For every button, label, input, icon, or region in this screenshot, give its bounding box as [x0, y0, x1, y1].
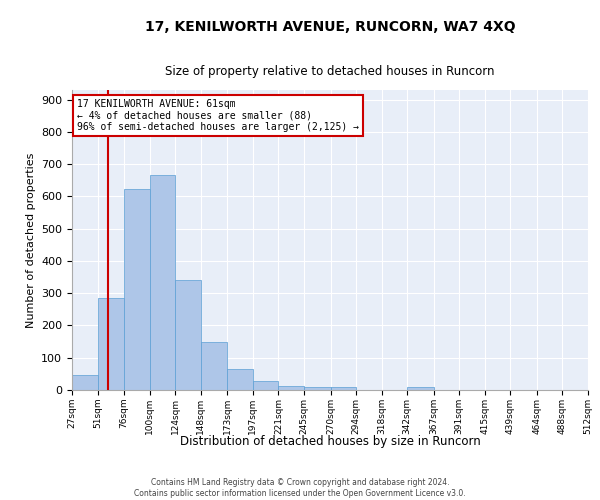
Bar: [407, 388, 434, 390]
Bar: [149, 176, 175, 390]
Text: Size of property relative to detached houses in Runcorn: Size of property relative to detached ho…: [165, 64, 495, 78]
Bar: [278, 386, 304, 390]
Bar: [331, 388, 356, 390]
Bar: [227, 369, 253, 390]
Text: 17 KENILWORTH AVENUE: 61sqm
← 4% of detached houses are smaller (88)
96% of semi: 17 KENILWORTH AVENUE: 61sqm ← 4% of deta…: [77, 99, 359, 132]
Text: Distribution of detached houses by size in Runcorn: Distribution of detached houses by size …: [179, 435, 481, 448]
Bar: [304, 388, 331, 390]
Text: Contains HM Land Registry data © Crown copyright and database right 2024.
Contai: Contains HM Land Registry data © Crown c…: [134, 478, 466, 498]
Text: 17, KENILWORTH AVENUE, RUNCORN, WA7 4XQ: 17, KENILWORTH AVENUE, RUNCORN, WA7 4XQ: [145, 20, 515, 34]
Y-axis label: Number of detached properties: Number of detached properties: [26, 152, 35, 328]
Bar: [124, 190, 149, 390]
Bar: [72, 376, 98, 390]
Bar: [98, 298, 124, 390]
Bar: [253, 381, 278, 390]
Bar: [175, 280, 201, 390]
Bar: [201, 342, 227, 390]
